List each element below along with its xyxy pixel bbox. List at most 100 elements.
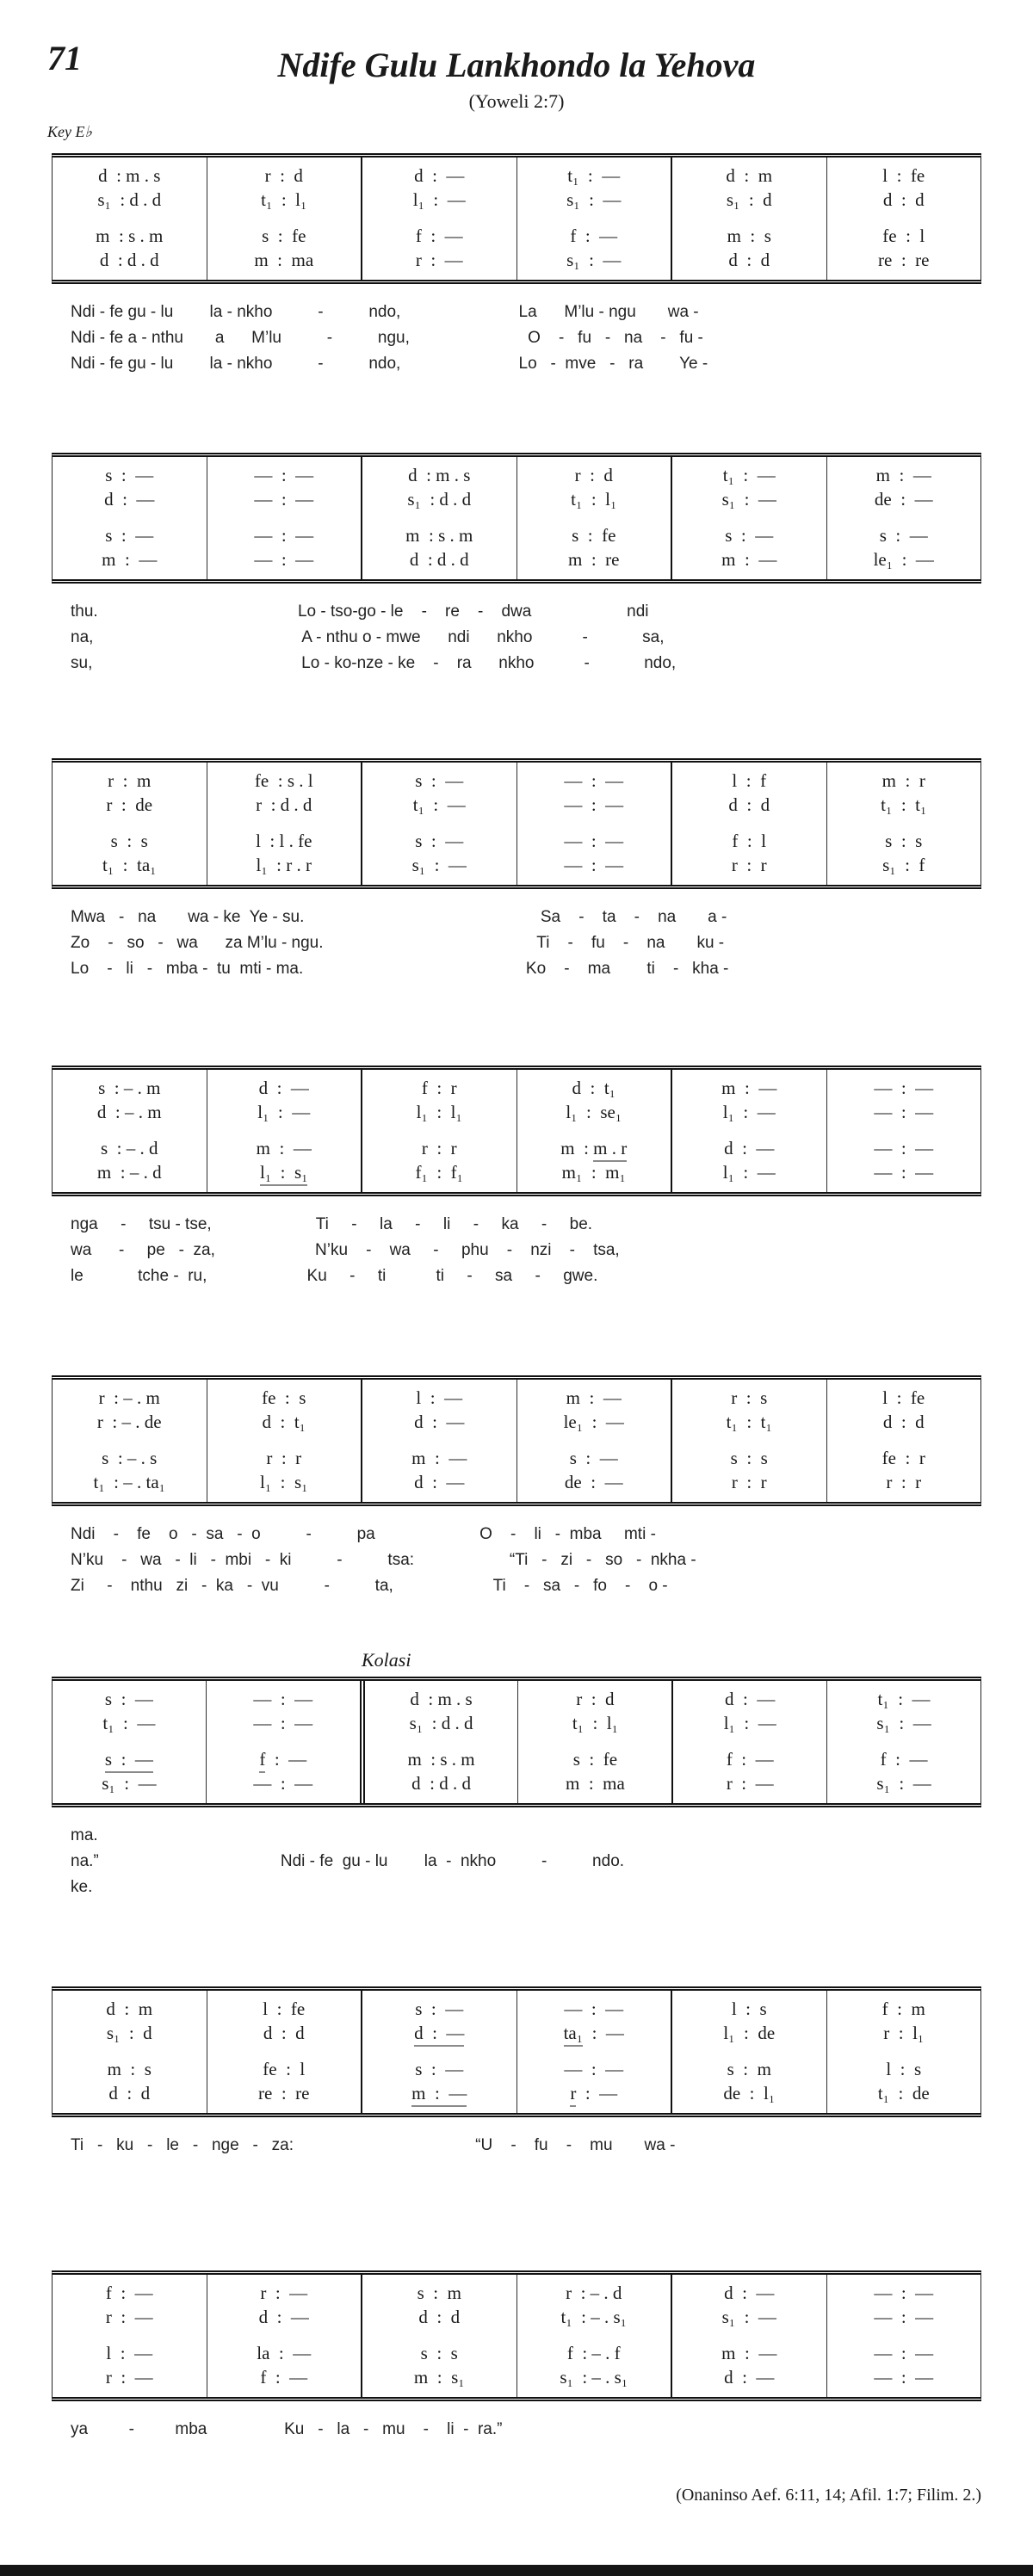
note-cell-alto: d : d <box>882 189 925 210</box>
note-cell-bass: s₁ : – . s₁ <box>560 2367 628 2388</box>
measure: d : m . s s₁ : d . d m : s . m d : d . d <box>359 1681 518 1803</box>
music-system: r : m r : de s : s t₁ : ta₁ fe : s . l r : d … <box>52 758 981 982</box>
measure: d : m s₁ : d m : s d : d <box>671 158 826 280</box>
note-cell-tenor: fe : l <box>882 225 925 246</box>
note-cell-bass: — : — <box>874 1162 934 1183</box>
measure: — : — — : — f : — — : — <box>205 1681 360 1803</box>
scripture-subtitle: (Yoweli 2:7) <box>468 90 565 112</box>
note-cell-tenor: s : – . d <box>100 1138 158 1158</box>
note-cell-alto: d : — <box>104 489 155 510</box>
note-cell-soprano: r : – . m <box>98 1387 160 1408</box>
lyrics-block: ya - mba Ku - la - mu - li - ra.” <box>71 2417 981 2443</box>
note-cell-bass: r : — <box>726 1773 774 1794</box>
lyric-line: nga - tsu - tse, Ti - la - li - ka - be. <box>71 1215 593 1233</box>
note-cell-tenor: f : — <box>415 225 463 246</box>
note-cell-soprano: f : m <box>881 1998 925 2019</box>
measure: s : m d : d s : s m : s₁ <box>361 2275 516 2397</box>
note-cell-tenor: — : — <box>564 831 624 851</box>
measure: d : m . s s₁ : d . d m : s . m d : d . d <box>53 158 207 280</box>
note-cell-alto: r : de <box>106 794 153 815</box>
lyric-line: Mwa - na wa - ke Ye - su. Sa - ta - na a… <box>71 908 727 926</box>
slur-underline: m . r <box>593 1136 628 1162</box>
note-cell-bass: r : r <box>886 1472 922 1492</box>
page-title: Ndife Gulu Lankhondo la Yehova <box>277 46 756 84</box>
note-cell-alto: — : — <box>253 1713 313 1733</box>
note-cell-soprano: r : – . d <box>566 2283 622 2303</box>
note-cell-alto: l₁ : se₁ <box>566 1102 622 1122</box>
note-cell-bass: s₁ : — <box>102 1773 157 1794</box>
measure: — : — ta₁ : — — : — r : — <box>516 1991 671 2113</box>
note-cell-soprano: m : r <box>881 770 925 791</box>
notation-grid: f : — r : — l : — r : — r : — d : — la : — f : … <box>52 2270 981 2401</box>
measure: l : f d : d f : l r : r <box>671 763 826 885</box>
measure: f : r l₁ : l₁ r : r f₁ : f₁ <box>361 1070 516 1192</box>
measure: m : — de : — s : — le₁ : — <box>826 457 981 579</box>
measure: s : — t₁ : — s : — s₁ : — <box>361 763 516 885</box>
note-cell-tenor: s : s <box>420 2343 458 2363</box>
measure: l : fe d : d fe : l re : re <box>206 1991 362 2113</box>
note-cell-bass: s₁ : — <box>566 250 622 270</box>
music-system: f : — r : — l : — r : — r : — d : — la : — f : … <box>52 2270 981 2443</box>
measure: r : d t₁ : l₁ s : fe m : ma <box>206 158 362 280</box>
note-cell-bass: m : s₁ <box>413 2367 465 2388</box>
footer-reference: (Onaninso Aef. 6:11, 14; Afil. 1:7; Fili… <box>676 2486 981 2505</box>
note-cell-alto: d : d <box>882 1412 925 1432</box>
note-cell-soprano: l : fe <box>882 1387 925 1408</box>
note-cell-bass: m : — <box>102 549 158 570</box>
music-system: s : – . m d : – . m s : – . d m : – . d d : … <box>52 1066 981 1289</box>
measure: r : m r : de s : s t₁ : ta₁ <box>53 763 207 885</box>
lyric-line: N’ku - wa - li - mbi - ki - tsa: “Ti - z… <box>71 1551 696 1569</box>
lyric-line: ma. <box>71 1826 98 1844</box>
note-cell-alto: d : d <box>418 2307 461 2327</box>
page-bottom-bar <box>0 2565 1033 2576</box>
note-cell-alto: — : — <box>874 2307 934 2327</box>
note-cell-alto: r : – . de <box>96 1412 162 1432</box>
note-cell-tenor: l : s <box>886 2059 922 2079</box>
note-cell-tenor: s : fe <box>262 225 306 246</box>
lyric-line: Ndi - fe gu - lu la - nkho - ndo, La M’l… <box>71 303 699 321</box>
note-cell-bass: s₁ : — <box>411 855 467 875</box>
music-system: d : m s₁ : d m : s d : d l : fe d : d fe : l re… <box>52 1986 981 2159</box>
note-cell-bass: m₁ : m₁ <box>561 1162 626 1183</box>
note-cell-soprano: l : fe <box>882 165 925 186</box>
note-cell-soprano: l : fe <box>263 1998 306 2019</box>
note-cell-tenor: s : — <box>415 831 464 851</box>
note-cell-soprano: — : — <box>254 465 314 485</box>
note-cell-alto: d : — <box>258 2307 309 2327</box>
note-cell-bass: t₁ : ta₁ <box>102 855 157 875</box>
note-cell-bass: m : — <box>366 2081 513 2107</box>
note-cell-tenor: s : s <box>885 831 923 851</box>
lyric-line: ke. <box>71 1878 93 1896</box>
measure: m : r t₁ : t₁ s : s s₁ : f <box>826 763 981 885</box>
note-cell-tenor: f : — <box>726 1749 774 1770</box>
measure: m : — le₁ : — s : — de : — <box>516 1380 671 1502</box>
note-cell-alto: l₁ : l₁ <box>416 1102 462 1122</box>
note-cell-soprano: — : — <box>874 2283 934 2303</box>
lyrics-block: ma. na.” Ndi - fe gu - lu la - nkho - ndo… <box>71 1823 981 1900</box>
notation-grid: s : – . m d : – . m s : – . d m : – . d d : … <box>52 1066 981 1196</box>
lyric-line: thu. Lo - tso-go - le - re - dwa ndi <box>71 602 649 621</box>
note-cell-soprano: l : — <box>416 1387 463 1408</box>
lyrics-block: Ti - ku - le - nge - za: “U - fu - mu wa… <box>71 2133 981 2159</box>
note-cell-soprano: fe : s . l <box>254 770 313 791</box>
note-cell-soprano: s : — <box>104 1689 153 1709</box>
measure: d : — l₁ : — m : — l₁ : s₁ <box>206 1070 362 1192</box>
note-cell-tenor: m : m . r <box>521 1136 668 1162</box>
note-cell-tenor: d : — <box>724 1138 775 1158</box>
note-cell-soprano: d : — <box>725 1689 776 1709</box>
note-cell-bass: d : d <box>728 250 770 270</box>
measure: s : — d : — s : — m : — <box>361 1991 516 2113</box>
lyrics-block: nga - tsu - tse, Ti - la - li - ka - be.… <box>71 1212 981 1289</box>
note-cell-alto: s₁ : — <box>566 189 622 210</box>
note-cell-tenor: s : fe <box>572 525 616 546</box>
note-cell-bass: d : — <box>724 2367 775 2388</box>
lyrics-block: thu. Lo - tso-go - le - re - dwa ndi na, … <box>71 599 981 676</box>
note-cell-tenor: s : — <box>105 525 154 546</box>
notation-grid: s : — d : — s : — m : — — : — — : — — : — — : —… <box>52 453 981 584</box>
measure: r : d t₁ : l₁ s : fe m : re <box>516 457 671 579</box>
note-cell-bass: le₁ : — <box>873 549 934 570</box>
note-cell-bass: m : ma <box>565 1773 625 1794</box>
note-cell-alto: — : — <box>564 794 624 815</box>
note-cell-alto: s₁ : d . d <box>407 489 472 510</box>
measure: fe : s . l r : d . d l : l . fe l₁ : r . r <box>206 763 362 885</box>
